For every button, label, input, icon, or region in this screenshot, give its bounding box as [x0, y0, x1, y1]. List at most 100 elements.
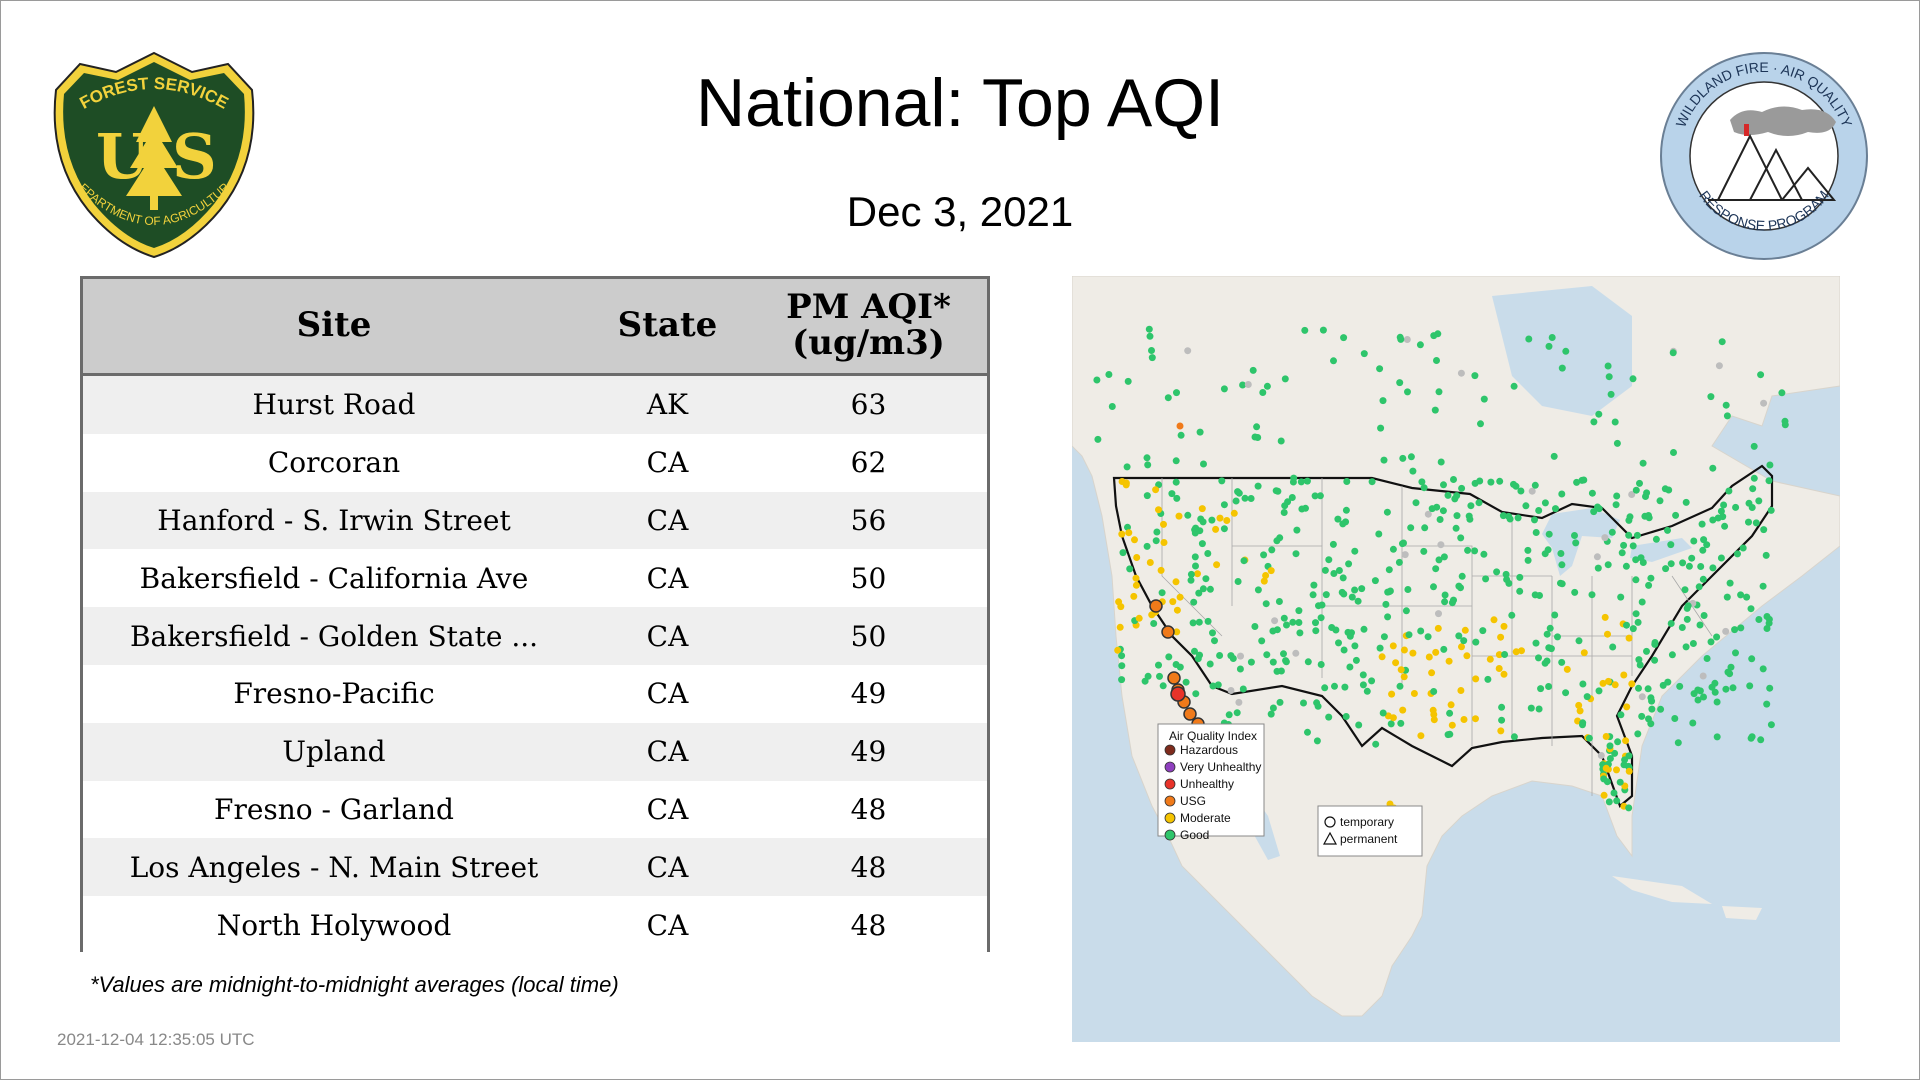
monitor-dot	[1341, 683, 1349, 691]
monitor-dot	[1176, 422, 1184, 430]
monitor-dot	[1458, 643, 1465, 651]
monitor-dot	[1340, 590, 1348, 598]
monitor-dot	[1499, 512, 1507, 520]
monitor-dot	[1133, 554, 1141, 561]
monitor-dot	[1763, 625, 1771, 632]
monitor-dot	[1647, 720, 1655, 728]
monitor-dot	[1130, 592, 1138, 600]
monitor-dot	[1747, 605, 1755, 613]
monitor-dot	[1269, 704, 1277, 712]
monitor-dot	[1235, 698, 1243, 706]
monitor-dot	[1216, 514, 1224, 522]
monitor-dot	[1664, 526, 1671, 534]
table-row: Bakersfield - California Ave CA 50	[83, 549, 987, 608]
monitor-dot	[1613, 439, 1621, 447]
monitor-dot	[1313, 737, 1321, 745]
monitor-dot	[1600, 791, 1608, 799]
monitor-dot	[1757, 371, 1765, 379]
monitor-dot	[1283, 621, 1290, 629]
monitor-dot	[1280, 650, 1287, 658]
site-cell: Bakersfield - Golden State ...	[83, 607, 585, 665]
monitor-dot	[1263, 651, 1271, 659]
monitor-dot	[1590, 508, 1598, 516]
monitor-dot	[1487, 478, 1495, 486]
monitor-dot	[1709, 464, 1717, 472]
monitor-dot	[1254, 482, 1262, 490]
legend-label: Hazardous	[1180, 743, 1238, 757]
permanent-marker-icon	[1322, 831, 1338, 845]
monitor-dot	[1316, 492, 1324, 500]
monitor-dot	[1432, 648, 1440, 656]
monitor-dot	[1211, 637, 1218, 645]
monitor-dot	[1617, 593, 1625, 601]
monitor-dot	[1634, 618, 1642, 626]
monitor-dot	[1765, 477, 1773, 485]
monitor-dot	[1713, 698, 1721, 706]
monitor-dot	[1189, 619, 1197, 627]
monitor-dot	[1253, 423, 1261, 431]
monitor-dot	[1269, 658, 1277, 666]
state-cell: CA	[585, 549, 750, 608]
monitor-dot	[1153, 528, 1161, 536]
monitor-dot	[1759, 665, 1767, 673]
monitor-dot	[1249, 366, 1257, 374]
monitor-dot	[1345, 560, 1353, 568]
monitor-dot	[1453, 512, 1461, 520]
monitor-dot	[1292, 550, 1300, 558]
monitor-dot	[1126, 565, 1134, 573]
monitor-dot	[1606, 742, 1614, 750]
monitor-dot	[1409, 649, 1417, 657]
monitor-dot	[1332, 626, 1340, 634]
monitor-dot	[1749, 485, 1757, 493]
monitor-dot	[1532, 639, 1540, 647]
monitor-dot	[1428, 505, 1436, 513]
monitor-dot	[1546, 624, 1554, 632]
monitor-dot	[1606, 755, 1614, 762]
monitor-dot	[1588, 591, 1596, 599]
monitor-dot	[1284, 498, 1292, 506]
aqi-cell: 48	[750, 896, 987, 954]
monitor-dot	[1371, 577, 1379, 585]
monitor-dot	[1160, 539, 1168, 546]
monitor-dot	[1465, 512, 1473, 520]
monitor-dot	[1184, 347, 1192, 355]
monitor-dot	[1593, 553, 1601, 561]
aqi-cell: 50	[750, 607, 987, 665]
monitor-dot	[1628, 491, 1636, 498]
monitor-dot	[1440, 645, 1448, 653]
monitor-dot	[1562, 347, 1570, 355]
monitor-dot	[1172, 661, 1180, 668]
monitor-dot	[1428, 669, 1436, 677]
monitor-dot	[1260, 577, 1268, 585]
monitor-dot	[1639, 559, 1647, 566]
monitor-dot	[1155, 506, 1162, 514]
monitor-dot	[1595, 410, 1603, 418]
monitor-dot	[1118, 530, 1126, 538]
monitor-dot	[1696, 621, 1704, 629]
monitor-dot	[1707, 638, 1715, 646]
monitor-dot	[1258, 637, 1266, 645]
monitor-dot	[1726, 579, 1734, 587]
monitor-dot	[1360, 350, 1368, 358]
monitor-dot	[1715, 362, 1723, 370]
monitor-dot	[1132, 574, 1140, 582]
top-aqi-table: Site State PM AQI* (ug/m3) Hurst Road AK 63…	[80, 276, 990, 954]
monitor-dot	[1177, 431, 1185, 439]
monitor-dot	[1146, 559, 1154, 566]
monitor-dot	[1404, 388, 1411, 396]
monitor-dot	[1535, 705, 1543, 713]
monitor-dot	[1620, 541, 1628, 549]
monitor-dot	[1204, 550, 1212, 557]
monitor-dots	[1093, 325, 1789, 820]
monitor-dot	[1304, 728, 1311, 736]
monitor-dot	[1187, 576, 1195, 584]
monitor-dot	[1206, 660, 1214, 668]
monitor-dot	[1118, 676, 1126, 684]
monitor-dot	[1558, 580, 1566, 588]
monitor-dot	[1628, 680, 1636, 688]
monitor-dot	[1439, 507, 1447, 515]
monitor-dot	[1212, 525, 1220, 533]
monitor-dot	[1524, 546, 1532, 554]
monitor-dot	[1572, 539, 1580, 547]
monitor-dot	[1760, 399, 1768, 407]
